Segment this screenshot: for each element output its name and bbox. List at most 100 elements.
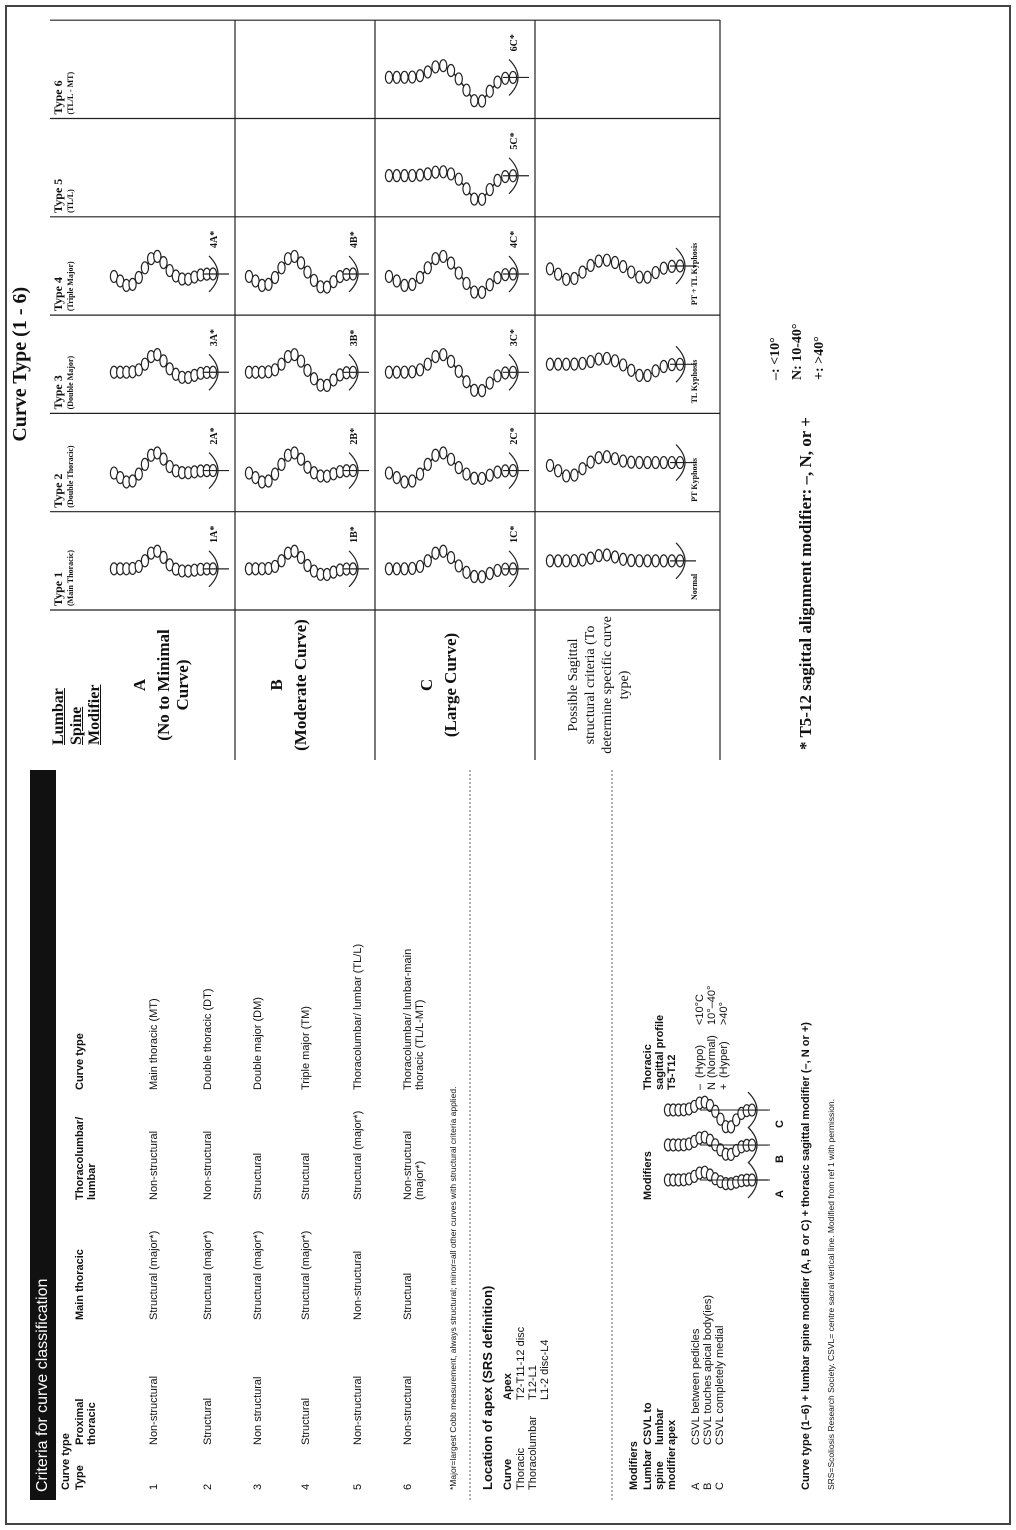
footnote: *Major=largest Cobb measurement, always … [448, 1086, 458, 1490]
figure-label: B [774, 1155, 786, 1163]
vertebra [290, 544, 299, 558]
vertebra [159, 354, 168, 368]
row-label: (Moderate Curve) [291, 619, 310, 751]
vertebra [562, 469, 571, 483]
table-cell: >40° [718, 1001, 730, 1025]
pelvis [203, 550, 229, 588]
vertebra [726, 1120, 736, 1134]
column-header: Main thoracic [74, 1249, 86, 1320]
vertebra [470, 383, 479, 397]
section-title: Location of apex (SRS definition) [480, 1285, 495, 1490]
vertebra [586, 258, 595, 273]
vertebra [431, 448, 440, 462]
vertebra [470, 94, 479, 108]
table-cell: 6 [402, 1483, 414, 1490]
vertebra [415, 69, 425, 83]
vertebra [462, 83, 471, 97]
vertebra [454, 72, 463, 86]
cell-label: 2B* [349, 427, 360, 445]
vertebra [610, 452, 620, 466]
vertebra [415, 168, 425, 182]
table-cell: Thoracic [515, 1447, 527, 1490]
vertebra [651, 364, 660, 378]
vertebra [545, 262, 555, 276]
pelvis [343, 550, 369, 588]
vertebra [329, 373, 338, 387]
vertebra [716, 1112, 725, 1126]
table-cell: T12-L1 [527, 1365, 539, 1400]
vertebra [618, 260, 628, 274]
vertebra [153, 446, 162, 460]
vertebra [309, 273, 319, 288]
column-header: Curve type [74, 1033, 86, 1090]
table-cell: 10°–40° [706, 985, 718, 1025]
vertebra [618, 552, 628, 566]
vertebra [594, 352, 603, 366]
vertebra [264, 474, 273, 488]
cell-label: TL Kyphosis [690, 359, 699, 404]
vertebra [296, 550, 306, 565]
vertebra [477, 285, 487, 299]
vertebra [659, 261, 668, 275]
vertebra [408, 168, 417, 183]
table-cell: Non-structural [202, 1130, 214, 1200]
table-cell: C [714, 1482, 726, 1490]
vertebra [485, 84, 494, 98]
vertebra [153, 249, 162, 263]
table-cell: B [702, 1482, 714, 1490]
pelvis [343, 353, 369, 391]
vertebra [140, 457, 150, 472]
vertebra [553, 267, 563, 281]
vertebra [545, 554, 555, 568]
vertebra [264, 277, 273, 292]
cell-label: PT Kyphosis [690, 458, 699, 502]
vertebra [392, 470, 401, 485]
table-cell: Structural [252, 1152, 264, 1200]
table-cell: L1-2 disc-L4 [539, 1339, 551, 1400]
vertebra [290, 446, 299, 460]
cell-label: 1B* [349, 526, 360, 543]
cell-label: 1C* [509, 525, 520, 543]
table-cell: 5 [352, 1483, 364, 1490]
vertebra [618, 358, 628, 372]
vertebra [586, 455, 595, 469]
vertebra [408, 277, 417, 292]
vertebra [270, 270, 280, 285]
vertebra [610, 255, 620, 270]
table-cell: Double major (DM) [252, 997, 264, 1090]
cell-label: 6C* [509, 34, 520, 52]
vertebra [485, 468, 494, 482]
table-cell: N [706, 1082, 718, 1090]
vertebra [415, 467, 425, 481]
cell-label: Normal [690, 573, 699, 600]
column-header: Thoracolumbar/ lumbar [74, 1116, 98, 1200]
vertebra [454, 364, 463, 378]
column-header: Type 5 [51, 178, 65, 213]
vertebra [134, 559, 143, 574]
vertebra [290, 249, 299, 264]
vertebra [431, 60, 440, 74]
column-header: Thoracic sagittal profile T5-T12 [642, 1014, 678, 1090]
vertebra [553, 464, 563, 478]
vertebra [501, 71, 510, 85]
vertebra [501, 268, 510, 282]
column-header: (Main Thoracic) [66, 549, 75, 606]
table-cell: 4 [300, 1483, 312, 1490]
vertebra [408, 70, 417, 84]
pelvis [503, 452, 529, 490]
vertebra [415, 559, 425, 574]
vertebra [296, 354, 306, 368]
vertebra [384, 466, 394, 480]
vertebra [462, 375, 471, 389]
column-header: (Triple Major) [66, 261, 75, 312]
vertebra [618, 454, 628, 468]
table-cell: 1 [148, 1483, 160, 1490]
vertebra [570, 271, 579, 286]
row-label: B [267, 679, 286, 691]
vertebra [303, 363, 312, 377]
vertebra [140, 554, 150, 568]
vertebra [322, 280, 332, 294]
table-subtitle: Curve type [60, 1433, 72, 1490]
vertebra [493, 75, 502, 89]
